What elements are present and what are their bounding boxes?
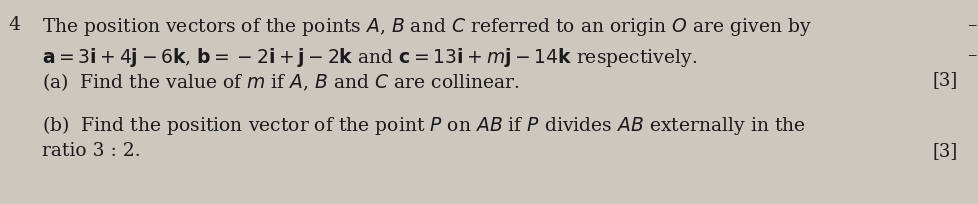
- Text: (b)  Find the position vector of the point $P$ on $AB$ if $P$ divides $AB$ exter: (b) Find the position vector of the poin…: [42, 114, 805, 137]
- Text: (a)  Find the value of $m$ if $A$, $B$ and $C$ are collinear.: (a) Find the value of $m$ if $A$, $B$ an…: [42, 71, 519, 93]
- Text: ratio 3 : 2.: ratio 3 : 2.: [42, 142, 141, 160]
- Text: –: –: [966, 46, 976, 64]
- Text: [3]: [3]: [932, 71, 957, 89]
- Text: 4: 4: [8, 16, 20, 34]
- Text: –: –: [966, 16, 976, 34]
- Text: [3]: [3]: [932, 142, 957, 160]
- Text: $\mathbf{a} = 3\mathbf{i} + 4\mathbf{j} - 6\mathbf{k}$, $\mathbf{b} = -2\mathbf{: $\mathbf{a} = 3\mathbf{i} + 4\mathbf{j} …: [42, 46, 696, 69]
- Text: The position vectors of the points $A$, $B$ and $C$ referred to an origin $O$ ar: The position vectors of the points $A$, …: [42, 16, 811, 38]
